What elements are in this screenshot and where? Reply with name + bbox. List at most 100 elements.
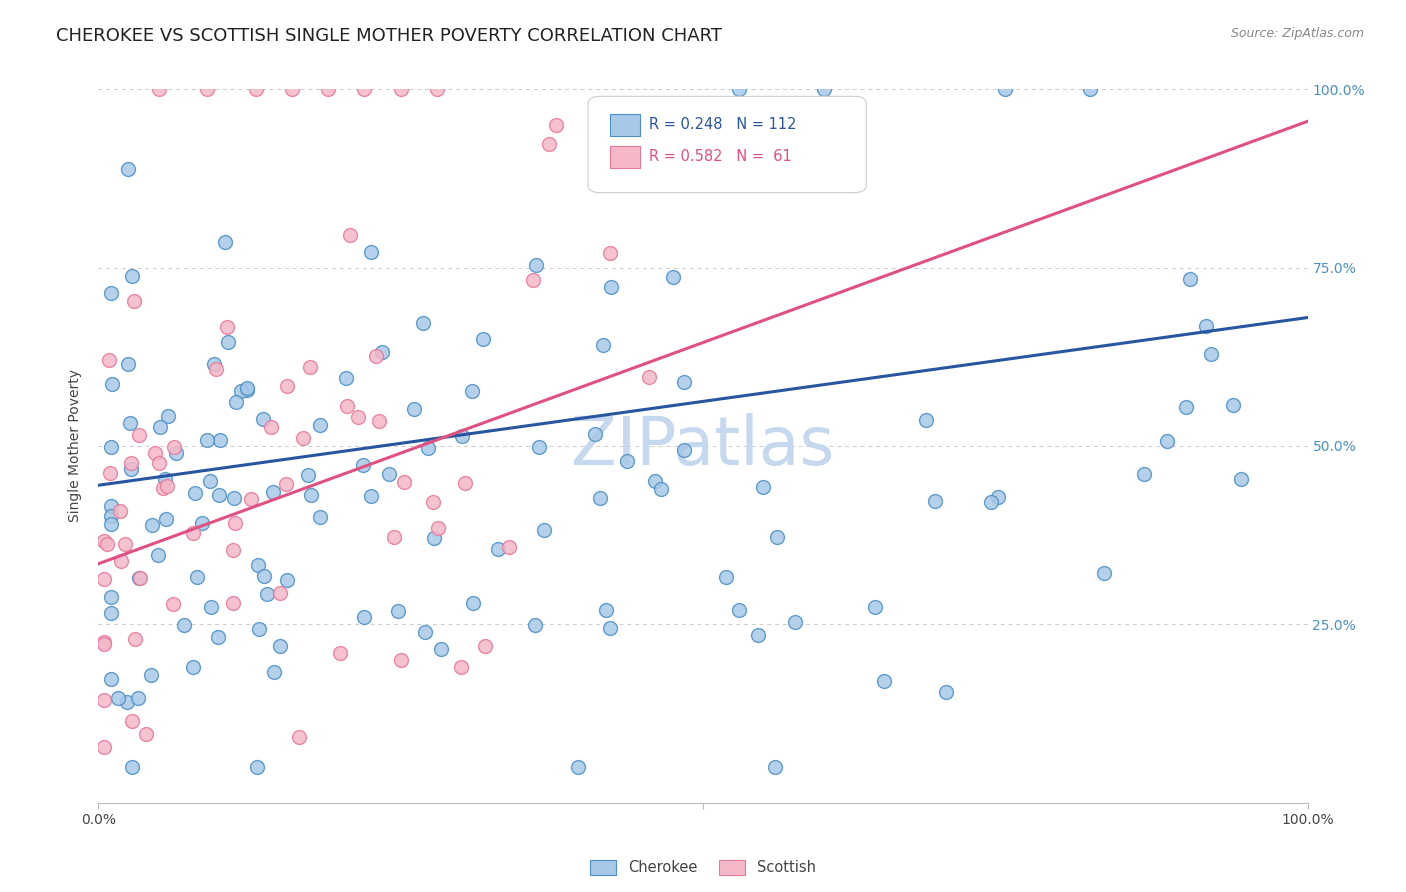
Point (813, 82, 835, 96)
Point (121, 268, 143, 283)
Point (382, 530, 405, 544)
Point (162, 598, 184, 612)
Point (616, 454, 638, 468)
Point (367, 414, 389, 428)
Point (413, 624, 436, 639)
Point (873, 674, 896, 689)
Point (297, 468, 319, 483)
Point (246, 760, 269, 774)
Text: R = 0.248   N = 112: R = 0.248 N = 112 (648, 118, 796, 132)
Point (217, 320, 239, 334)
Point (335, 371, 357, 385)
Point (263, 665, 285, 680)
Point (422, 495, 444, 509)
Point (281, 82, 304, 96)
Point (650, 482, 672, 496)
Point (191, 516, 214, 530)
Point (149, 420, 172, 434)
Point (93, 739, 115, 754)
Point (714, 570, 737, 584)
Point (1222, 398, 1244, 412)
Point (360, 244, 382, 259)
Point (527, 440, 550, 454)
Legend: Cherokee, Scottish: Cherokee, Scottish (583, 855, 823, 881)
Point (461, 384, 484, 398)
Point (141, 518, 163, 533)
Point (924, 493, 946, 508)
Point (463, 596, 485, 610)
Point (93, 533, 115, 548)
Point (217, 335, 239, 350)
Point (1092, 566, 1115, 581)
Point (207, 630, 229, 644)
Point (202, 357, 225, 371)
Point (423, 531, 446, 545)
Point (915, 413, 938, 427)
Text: ZIPatlas: ZIPatlas (571, 413, 835, 479)
Point (163, 440, 186, 454)
Point (100, 500, 122, 514)
Point (152, 481, 174, 495)
Point (100, 591, 122, 605)
Point (148, 456, 170, 470)
Point (121, 760, 143, 774)
Point (1133, 467, 1156, 481)
Point (763, 760, 786, 774)
Point (567, 760, 589, 774)
Point (1174, 400, 1197, 414)
Point (454, 475, 477, 490)
Point (1199, 347, 1222, 361)
Point (208, 488, 231, 502)
Point (524, 259, 547, 273)
Point (153, 472, 176, 486)
Point (98, 466, 121, 480)
Point (195, 82, 218, 96)
Point (589, 491, 612, 505)
Point (117, 162, 139, 177)
Point (117, 357, 139, 371)
Point (139, 668, 162, 682)
Point (353, 82, 375, 96)
Point (200, 600, 222, 615)
Point (120, 417, 142, 431)
Point (222, 491, 245, 505)
Point (644, 475, 666, 489)
Point (498, 541, 520, 555)
FancyBboxPatch shape (610, 114, 640, 136)
Point (1195, 318, 1218, 333)
Point (378, 467, 401, 481)
Point (987, 490, 1010, 504)
Point (148, 82, 170, 96)
FancyBboxPatch shape (610, 146, 640, 168)
Point (583, 427, 606, 442)
Point (127, 691, 149, 706)
Point (430, 641, 453, 656)
Point (93, 637, 115, 651)
Point (765, 530, 787, 544)
Point (93, 693, 115, 707)
Point (98, 353, 121, 368)
Point (599, 621, 621, 635)
Point (124, 632, 146, 646)
Point (198, 474, 221, 488)
Point (225, 395, 247, 409)
Point (994, 82, 1017, 96)
Point (108, 503, 131, 517)
Point (101, 377, 124, 392)
Point (308, 510, 330, 524)
Point (184, 486, 207, 500)
Point (366, 349, 388, 363)
Point (276, 477, 298, 491)
Point (673, 443, 696, 458)
Point (751, 480, 773, 494)
Point (100, 517, 122, 532)
Point (100, 440, 122, 454)
Point (980, 494, 1002, 508)
Point (292, 431, 315, 445)
Point (260, 420, 283, 434)
Point (143, 445, 166, 459)
Point (120, 456, 142, 470)
Point (865, 599, 887, 614)
Point (156, 479, 179, 493)
Point (124, 293, 146, 308)
